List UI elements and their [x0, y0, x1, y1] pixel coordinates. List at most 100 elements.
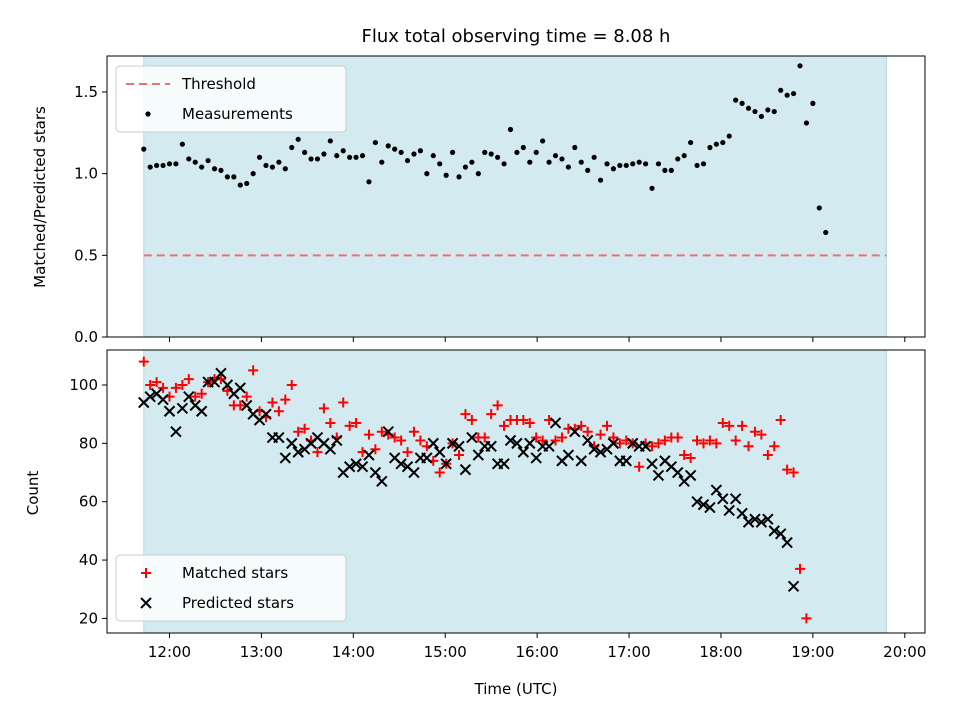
bottom-legend: Matched stars Predicted stars [115, 554, 347, 622]
predicted-star-point [234, 382, 246, 394]
matched-star-point [138, 356, 149, 367]
top-y-axis-label: Matched/Predicted stars [31, 106, 49, 288]
measurement-point [237, 182, 243, 188]
measurement-point [244, 180, 250, 187]
measurement-point [604, 161, 610, 167]
measurement-point [739, 100, 745, 106]
measurement-point [816, 205, 822, 211]
bottom-y-axis-label: Count [24, 471, 42, 516]
measurement-point [141, 146, 147, 152]
measurement-point [688, 139, 694, 146]
predicted-star-point [324, 443, 337, 455]
measurement-point [353, 154, 359, 160]
measurement-point [475, 171, 481, 177]
matched-star-point [183, 374, 194, 385]
predicted-star-point [382, 425, 394, 438]
matched-star-point [582, 426, 593, 437]
matched-star-point [241, 391, 252, 402]
matched-star-point [634, 461, 645, 472]
predicted-star-point [485, 440, 497, 452]
matched-star-point [756, 429, 767, 440]
matched-star-point [556, 432, 567, 443]
measurement-point [803, 120, 810, 126]
legend-matched-swatch [141, 568, 151, 578]
predicted-star-point [646, 458, 658, 470]
top-y-tick-label: 0.5 [74, 246, 98, 264]
predicted-star-point [472, 449, 485, 461]
measurement-point [707, 144, 713, 151]
measurement-point [501, 161, 507, 167]
measurement-point [302, 149, 308, 155]
predicted-star-point [762, 513, 774, 525]
measurement-point [282, 166, 288, 172]
predicted-star-point [208, 376, 221, 388]
predicted-star-point [672, 466, 684, 479]
measurement-point [211, 166, 218, 172]
matched-star-point [434, 467, 445, 478]
predicted-star-point [620, 455, 632, 467]
predicted-star-point [504, 434, 517, 447]
predicted-star-point [569, 425, 581, 438]
top-y-tick-label: 1.5 [74, 83, 98, 101]
measurement-point [366, 179, 372, 185]
measurement-point [778, 87, 784, 93]
matched-star-point [396, 435, 407, 446]
predicted-star-point [292, 446, 304, 458]
predicted-star-point [717, 493, 729, 505]
predicted-star-point [755, 516, 768, 528]
predicted-star-point [517, 446, 530, 458]
measurement-point [482, 149, 488, 155]
measurement-point [462, 164, 469, 170]
matched-star-point [299, 423, 310, 434]
predicted-star-point [440, 458, 452, 470]
matched-star-point [659, 435, 670, 446]
predicted-star-point [459, 463, 472, 476]
x-tick-label: 14:00 [332, 643, 375, 661]
x-tick-label: 13:00 [240, 643, 283, 661]
top-panel: 0.0 0.5 1.0 1.5 Threshold Measurements [74, 55, 926, 346]
predicted-star-point [710, 484, 723, 496]
legend-frame [115, 65, 347, 133]
top-y-tick-label: 1.0 [74, 165, 98, 183]
measurement-point [404, 157, 411, 164]
predicted-star-point [286, 437, 298, 450]
bottom-panel: 20 40 60 80 100 12:00 13:00 14:00 15:00 16:00 17:0… [69, 349, 926, 661]
predicted-star-point [170, 425, 182, 438]
chart-title: Flux total observing time = 8.08 h [362, 26, 671, 47]
matched-star-point [466, 415, 477, 426]
measurement-point [662, 167, 668, 173]
predicted-star-point [581, 434, 594, 447]
matched-star-point [408, 426, 419, 437]
x-axis-label: Time (UTC) [474, 680, 558, 698]
matched-star-point [775, 415, 786, 426]
matched-star-point [531, 432, 542, 443]
measurement-point [289, 144, 295, 151]
measurement-point [642, 161, 649, 167]
predicted-star-point [575, 455, 587, 467]
measurement-point [269, 164, 276, 170]
measurement-point [559, 156, 565, 162]
measurement-point [572, 144, 578, 151]
predicted-star-point [369, 466, 382, 479]
measurement-point [250, 171, 256, 177]
matched-star-point [685, 452, 696, 463]
matched-star-point [550, 435, 561, 446]
x-tick-label: 16:00 [516, 643, 559, 661]
matched-star-point [801, 613, 812, 624]
legend-predicted-swatch [140, 597, 152, 609]
measurement-point [347, 154, 353, 160]
predicted-star-point [543, 440, 555, 452]
legend-threshold-label: Threshold [181, 75, 256, 93]
matched-star-point [196, 388, 207, 399]
matched-star-point [402, 447, 413, 458]
measurement-point [321, 151, 327, 157]
measurement-point [224, 174, 231, 180]
measurement-point [623, 162, 629, 169]
matched-star-point [338, 397, 349, 408]
measurement-point [488, 151, 494, 157]
matched-star-point [711, 438, 722, 449]
predicted-star-point [691, 496, 703, 508]
measurement-point [617, 162, 623, 169]
measurement-point [314, 156, 321, 162]
measurement-point [507, 126, 514, 133]
